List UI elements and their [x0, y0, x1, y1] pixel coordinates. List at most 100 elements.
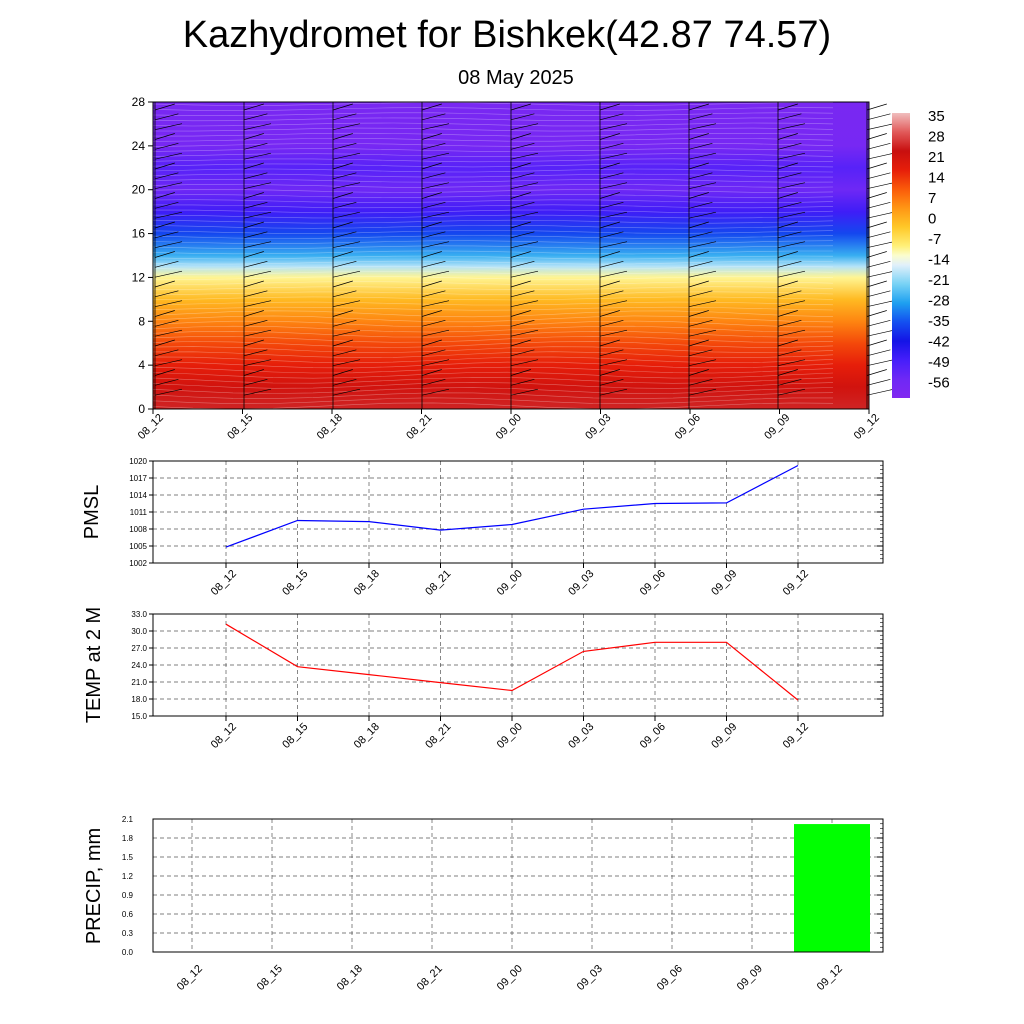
contour-line — [152, 377, 834, 384]
wind-barb — [866, 251, 887, 258]
wind-barb — [866, 221, 887, 229]
x-tick-label: 09_12 — [781, 568, 811, 598]
wind-barb — [421, 270, 450, 278]
wind-barb — [421, 103, 442, 111]
wind-barb — [154, 290, 179, 298]
contour-line — [152, 199, 834, 204]
x-tick-label: 09_00 — [494, 412, 524, 442]
wind-barb — [599, 290, 624, 298]
wind-barb — [599, 152, 628, 160]
contour-line — [152, 158, 834, 163]
wind-barb — [866, 231, 891, 239]
colorbar-label: 28 — [928, 129, 945, 146]
wind-barb — [688, 113, 713, 121]
wind-barb — [866, 113, 891, 121]
x-tick-label: 09_00 — [495, 721, 525, 751]
wind-barb — [421, 388, 450, 396]
colorbar: 35 28 21 14 7 0 -7 -14 -21 -28 -35 -42 -49 -56 — [892, 108, 950, 398]
contour-line — [152, 306, 834, 311]
contour-line — [152, 310, 834, 318]
y-tick-label: 1020 — [129, 457, 147, 466]
contour-line — [152, 330, 834, 338]
wind-barb — [599, 251, 620, 258]
y-tick-label: 8 — [138, 314, 145, 328]
wind-barb — [243, 133, 264, 140]
wind-barb — [688, 162, 709, 170]
wind-barb — [866, 133, 887, 140]
wind-barb — [777, 192, 798, 199]
wind-barb — [866, 300, 895, 308]
x-tick-label: 08_21 — [415, 963, 445, 993]
contour-line — [152, 230, 834, 234]
wind-barb — [243, 192, 264, 199]
wind-barb — [688, 221, 709, 229]
wind-barb — [332, 201, 357, 209]
wind-barb — [777, 378, 802, 386]
wind-barb — [599, 280, 620, 288]
precip-panel: 0.0 0.3 0.6 0.9 1.2 1.5 1.8 2.1 08_12 08_15 08_18… — [83, 815, 884, 993]
wind-barb — [599, 192, 620, 199]
wind-barb — [243, 211, 272, 219]
y-tick-label: 1011 — [130, 508, 148, 517]
wind-barb — [243, 329, 272, 337]
x-tick-label: 08_21 — [404, 412, 434, 442]
wind-barb — [599, 241, 628, 249]
x-tick-label: 09_03 — [566, 568, 596, 598]
wind-barb — [777, 103, 798, 111]
contour-line — [152, 148, 834, 152]
wind-barb — [154, 192, 175, 199]
contour-line — [152, 184, 834, 188]
temp-y-label: TEMP at 2 M — [83, 607, 105, 723]
y-tick-label: 16 — [132, 227, 146, 241]
x-tick-label: 08_12 — [175, 963, 205, 993]
wind-barb — [332, 270, 361, 278]
wind-barb — [243, 310, 264, 317]
wind-barb — [421, 123, 450, 131]
pmsl-y-axis: 1002 1005 1008 1011 1014 1017 1020 — [129, 457, 883, 568]
wind-barb — [332, 172, 357, 180]
colorbar-label: -21 — [928, 272, 950, 289]
wind-barb — [777, 329, 806, 337]
wind-barb — [599, 221, 620, 229]
contour-line — [152, 351, 834, 359]
wind-barb — [154, 201, 179, 209]
contour-line — [152, 235, 834, 239]
wind-barb — [510, 319, 535, 327]
wind-barb — [154, 378, 179, 386]
colorbar-label: 7 — [928, 190, 936, 207]
wind-barb — [332, 329, 361, 337]
wind-barb — [510, 241, 539, 249]
wind-barb — [154, 142, 179, 150]
wind-barb — [866, 280, 887, 288]
wind-barb — [332, 221, 353, 229]
wind-barb — [332, 182, 361, 190]
contour-line — [152, 336, 834, 343]
wind-barb — [421, 192, 442, 199]
wind-barb — [332, 152, 361, 160]
wind-barb — [688, 349, 713, 357]
colorbar-label: -35 — [928, 313, 950, 330]
wind-barb — [154, 349, 179, 357]
x-tick-label: 09_00 — [495, 963, 525, 993]
contour-line — [152, 178, 834, 183]
contour-line — [152, 255, 834, 260]
wind-barb — [688, 290, 713, 298]
wind-barb — [599, 310, 620, 317]
y-tick-label: 0.0 — [122, 948, 134, 957]
contour-line — [152, 168, 834, 173]
x-tick-label: 08_21 — [423, 568, 453, 598]
wind-barb — [421, 152, 450, 160]
contour-line — [152, 371, 834, 379]
wind-barb — [599, 201, 624, 209]
wind-barb — [688, 172, 713, 180]
contour-line — [152, 214, 834, 219]
y-tick-label: 0.9 — [122, 891, 134, 900]
wind-barb — [599, 270, 628, 278]
contour-line — [152, 320, 834, 328]
wind-barb — [243, 300, 272, 308]
contour-line — [152, 102, 833, 106]
wind-barb — [332, 369, 353, 376]
wind-barb — [510, 192, 531, 199]
wind-barb — [866, 310, 887, 317]
